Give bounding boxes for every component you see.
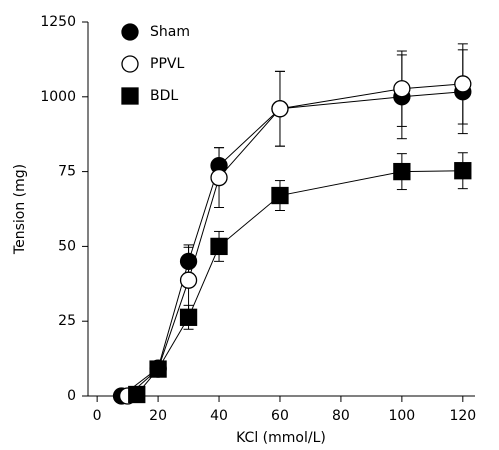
data-point [179,271,198,289]
data-point [393,80,411,98]
x-tick-label: 60 [271,408,289,424]
y-tick-label: 1000 [40,89,76,105]
series-line [121,91,463,397]
data-point [179,308,198,326]
data-point [271,186,289,205]
y-tick-label: 50 [58,238,76,254]
x-tick-label: 20 [149,408,167,424]
data-point [393,162,411,181]
legend-label: Sham [150,24,190,40]
legend-label: BDL [150,88,178,104]
x-tick-label: 40 [210,408,228,424]
data-point [454,162,472,180]
y-tick-label: 1250 [40,14,76,30]
data-point [210,237,228,256]
series-line [127,83,463,397]
x-tick-label: 80 [332,408,350,424]
legend-label: PPVL [150,56,184,72]
x-tick-label: 0 [93,408,102,424]
data-point [454,75,472,93]
legend-marker [121,87,139,105]
data-point [179,252,198,271]
y-tick-label: 0 [67,388,76,404]
data-point [128,385,146,404]
x-tick-label: 100 [388,408,415,424]
y-axis-label: Tension (mg) [12,164,28,255]
legend-marker [121,23,139,41]
y-tick-label: 25 [58,313,76,329]
x-tick-label: 120 [449,408,476,424]
x-axis-label: KCl (mmol/L) [236,430,326,446]
data-point [271,100,289,118]
data-point [210,168,228,187]
y-tick-label: 75 [58,164,76,180]
data-point [149,360,167,378]
legend-marker [121,55,139,73]
